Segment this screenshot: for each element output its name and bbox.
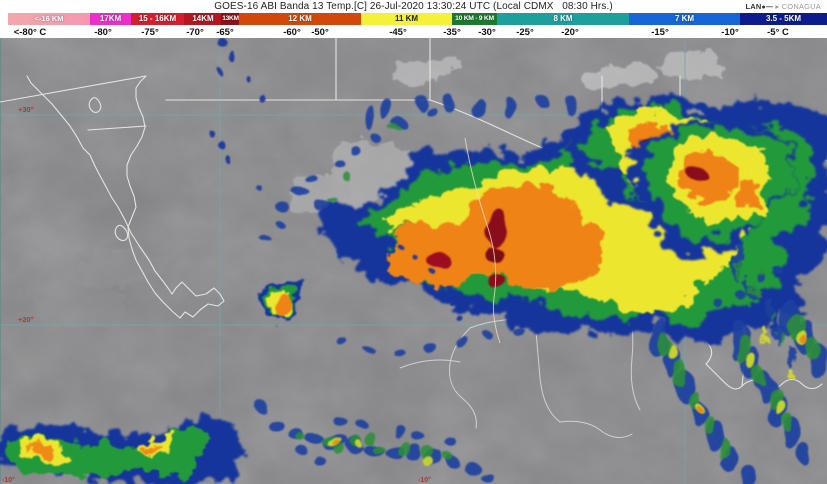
svg-text:+30°: +30° (18, 105, 34, 114)
svg-text:+20°: +20° (18, 315, 34, 324)
svg-text:-10°: -10° (2, 476, 15, 484)
svg-text:-10°: -10° (418, 476, 431, 484)
